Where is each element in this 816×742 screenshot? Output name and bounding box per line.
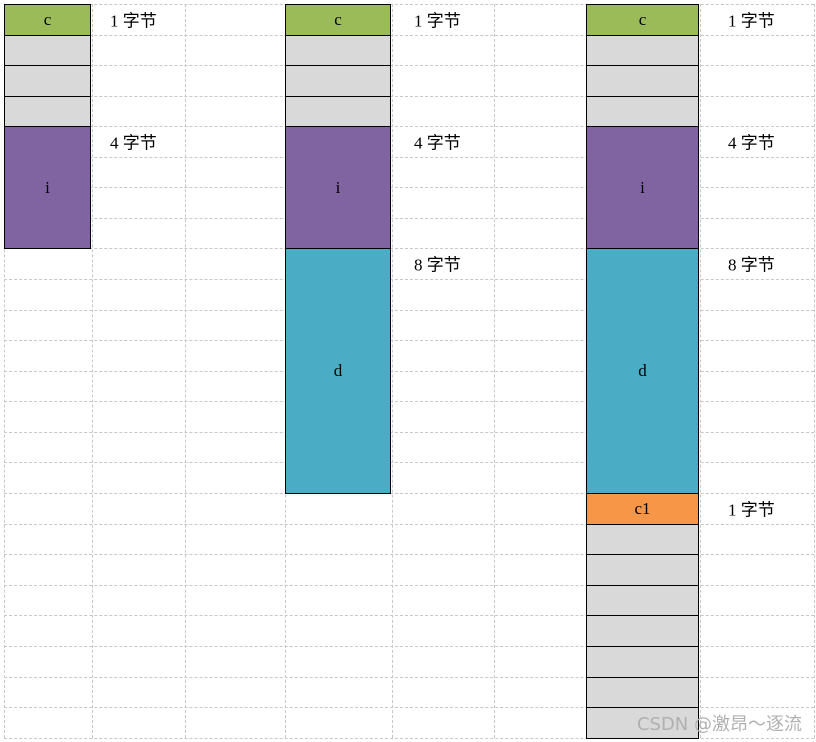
watermark: CSDN @激昂～逐流: [636, 714, 802, 735]
grid-hline: [4, 707, 814, 708]
member-i-block: i: [4, 126, 91, 249]
grid-hline: [4, 4, 814, 5]
grid-hline: [4, 187, 814, 188]
member-c-block: c: [586, 4, 699, 36]
padding-byte: [586, 35, 699, 66]
size-label-i: 4 字节: [110, 133, 157, 153]
grid-hline: [4, 35, 814, 36]
grid-hline: [4, 677, 814, 678]
grid-hline: [4, 126, 814, 127]
size-label-c: 1 字节: [110, 11, 157, 31]
padding-byte: [285, 96, 391, 127]
padding-byte: [586, 707, 699, 739]
padding-byte: [285, 35, 391, 66]
grid-hline: [4, 279, 814, 280]
size-label-i: 4 字节: [728, 133, 775, 153]
grid-hline: [4, 157, 814, 158]
grid-hline: [4, 401, 814, 402]
grid-hline: [4, 462, 814, 463]
member-c-block: c: [4, 4, 91, 36]
size-label-d: 8 字节: [728, 255, 775, 275]
padding-byte: [586, 96, 699, 127]
padding-byte: [285, 65, 391, 97]
size-label-i: 4 字节: [414, 133, 461, 153]
padding-byte: [586, 554, 699, 586]
member-c1-block: c1: [586, 493, 699, 525]
grid-hline: [4, 310, 814, 311]
padding-byte: [586, 65, 699, 97]
grid-hline: [4, 432, 814, 433]
member-i-block: i: [586, 126, 699, 249]
grid-hline: [4, 218, 814, 219]
padding-byte: [586, 524, 699, 555]
member-i-block: i: [285, 126, 391, 249]
padding-byte: [586, 646, 699, 678]
grid-hline: [4, 554, 814, 555]
padding-byte: [586, 585, 699, 616]
grid-hline: [4, 738, 814, 739]
grid-hline: [4, 524, 814, 525]
padding-byte: [4, 96, 91, 127]
grid-vline: [814, 4, 815, 738]
padding-byte: [4, 35, 91, 66]
grid-hline: [4, 493, 814, 494]
grid-hline: [4, 585, 814, 586]
size-label-c: 1 字节: [414, 11, 461, 31]
size-label-d: 8 字节: [414, 255, 461, 275]
grid-hline: [4, 340, 814, 341]
padding-byte: [4, 65, 91, 97]
padding-byte: [586, 615, 699, 647]
grid-hline: [4, 96, 814, 97]
grid-hline: [4, 248, 814, 249]
size-label-c1: 1 字节: [728, 500, 775, 520]
member-d-block: d: [285, 248, 391, 494]
grid-hline: [4, 65, 814, 66]
grid-hline: [4, 615, 814, 616]
member-c-block: c: [285, 4, 391, 36]
grid-hline: [4, 646, 814, 647]
size-label-c: 1 字节: [728, 11, 775, 31]
grid-hline: [4, 371, 814, 372]
padding-byte: [586, 677, 699, 708]
member-d-block: d: [586, 248, 699, 494]
